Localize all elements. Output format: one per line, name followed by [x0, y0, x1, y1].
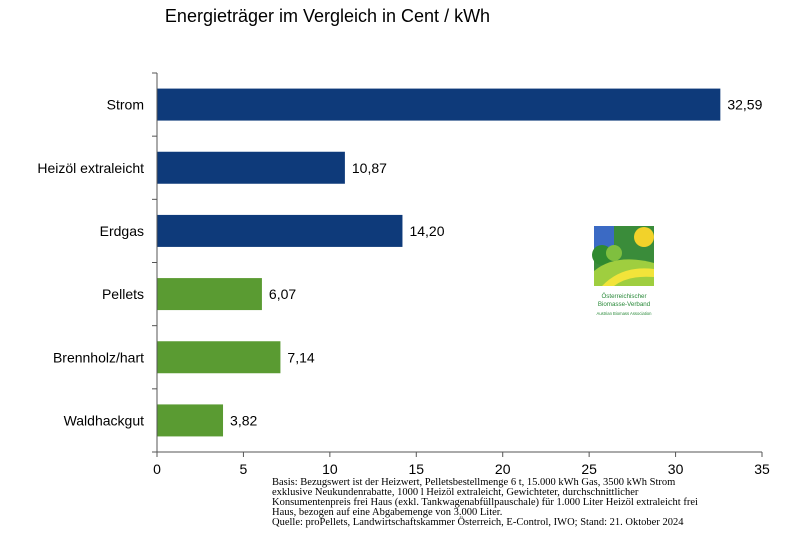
category-label: Brennholz/hart	[53, 349, 144, 365]
footnote-line: Haus, bezogen auf eine Abgabemenge von 3…	[272, 507, 503, 518]
category-label: Heizöl extraleicht	[37, 160, 144, 176]
chart-title: Energieträger im Vergleich in Cent / kWh	[164, 6, 491, 26]
category-label: Waldhackgut	[64, 412, 145, 428]
bar	[157, 278, 262, 311]
value-label: 6,07	[269, 286, 296, 302]
bar	[157, 404, 224, 437]
biomasse-verband-logo: Österreichischer Biomasse-Verband Austri…	[588, 223, 660, 325]
footnote-line: Basis: Bezugswert ist der Heizwert, Pell…	[272, 477, 676, 488]
bar	[157, 151, 345, 184]
bar	[157, 214, 403, 247]
x-tick-label: 0	[153, 461, 161, 477]
footnote-line: exklusive Neukundenrabatte, 1000 l Heizö…	[272, 487, 639, 498]
footnote-line: Quelle: proPellets, Landwirtschaftskamme…	[272, 517, 684, 528]
category-label: Pellets	[102, 286, 144, 302]
x-tick-label: 10	[322, 461, 338, 477]
x-tick-label: 15	[408, 461, 424, 477]
value-label: 7,14	[287, 349, 314, 365]
logo-line3: Austrian Biomass Association	[597, 311, 653, 316]
x-tick-label: 30	[668, 461, 684, 477]
value-label: 10,87	[352, 160, 387, 176]
footnote: Basis: Bezugswert ist der Heizwert, Pell…	[272, 477, 792, 528]
logo-graphic: Österreichischer Biomasse-Verband Austri…	[592, 226, 654, 316]
x-tick-label: 25	[581, 461, 597, 477]
value-label: 14,20	[409, 223, 444, 239]
category-label: Erdgas	[100, 223, 144, 239]
logo-line1: Österreichischer	[601, 293, 646, 300]
x-tick-label: 5	[240, 461, 248, 477]
bar	[157, 88, 721, 121]
footnote-line: Konsumentenpreis frei Haus (exkl. Tankwa…	[272, 497, 698, 508]
logo-line2: Biomasse-Verband	[598, 301, 651, 308]
value-label: 32,59	[727, 97, 762, 113]
x-tick-label: 35	[754, 461, 770, 477]
category-label: Strom	[107, 97, 144, 113]
value-label: 3,82	[230, 412, 257, 428]
x-tick-label: 20	[495, 461, 511, 477]
bar	[157, 341, 281, 374]
